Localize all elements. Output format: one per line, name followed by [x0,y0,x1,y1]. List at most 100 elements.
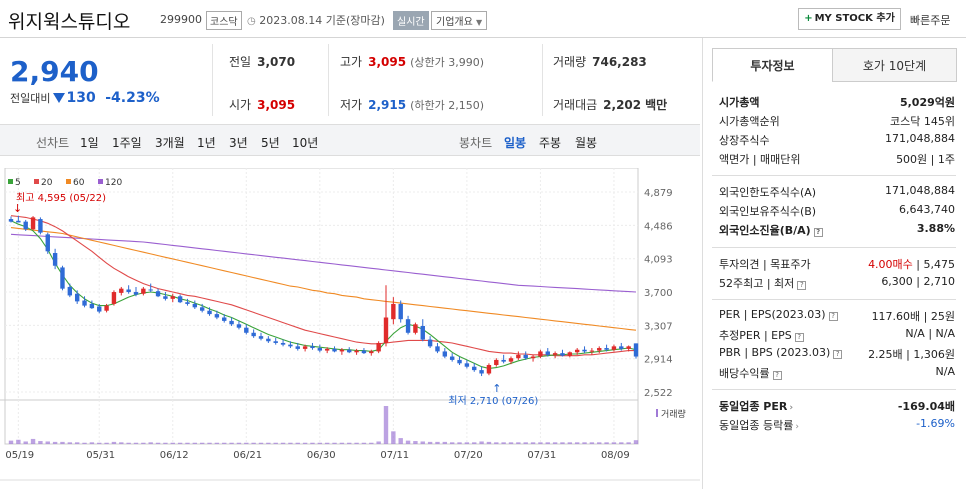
ma-line-60 [10,227,637,331]
candle-chart-label: 봉차트 [459,136,493,150]
info-label: 투자의견 | 목표주가 [719,258,811,271]
volume-bar [332,442,337,444]
volume-bar [192,442,198,444]
chevron-right-icon[interactable]: › [795,422,799,432]
volume-bar [347,442,352,444]
volume-bar [597,442,602,444]
candle-daily[interactable]: 일봉 [504,136,527,150]
chevron-right-icon[interactable]: › [789,403,794,413]
candle-body [589,350,595,352]
help-icon[interactable]: ? [833,350,843,359]
volume-bar [398,438,403,444]
volume-bar [199,442,205,444]
x-tick-label: 06/30 [307,450,336,461]
volume-bar [457,442,462,444]
info-value: 코스닥 145위 [890,115,955,128]
candle-body [560,353,565,356]
help-icon[interactable]: ? [794,333,804,342]
volume-bar [391,431,396,444]
volume-legend-swatch [656,409,658,417]
volume-bar [16,439,21,444]
volume-bar [413,441,418,444]
volume-bar [427,441,433,444]
x-tick-label: 07/20 [454,450,483,461]
candle-body [486,365,492,374]
legend-swatch [98,179,103,184]
down-triangle-icon [53,93,66,103]
stock-code: 299900 [160,13,202,26]
volume-bar [170,442,175,444]
period-3y[interactable]: 3년 [229,136,248,150]
tab-investment-info[interactable]: 투자정보 [712,48,833,82]
period-5y[interactable]: 5년 [261,136,280,150]
candle-body [222,317,227,321]
volume-bar [273,442,278,444]
period-1w[interactable]: 1주일 [112,136,142,150]
candle-body [523,354,528,359]
volume-bar [52,441,58,444]
volume-bar [258,442,264,444]
candle-body [317,348,323,351]
volume-bar [97,442,102,444]
base-date: ◷ 2023.08.14 기준(장마감) [247,14,385,27]
x-tick-label: 07/11 [380,450,409,461]
volume-bar [376,441,381,444]
volume-bar [266,442,271,444]
x-tick-label: 06/21 [233,450,262,461]
info-row: PER | EPS(2023.03)? 117.60배 | 25원 [719,308,955,326]
candle-body [442,351,448,357]
candle-monthly[interactable]: 월봉 [575,136,598,150]
candle-body [567,352,573,356]
candle-body [258,336,264,339]
y-tick-label: 3,307 [644,321,673,332]
candle-body [273,341,278,343]
quick-order-link[interactable]: 빠른주문 [910,14,951,27]
low-arrow-icon: ↑ [492,382,501,395]
candle-body [82,300,87,306]
candle-body [74,293,80,302]
x-tick-label: 05/31 [86,450,115,461]
volume-bar [74,442,80,444]
help-icon[interactable]: ? [828,312,838,321]
candle-body [391,303,396,320]
volume-bar [163,442,168,444]
period-1y[interactable]: 1년 [197,136,216,150]
candle-body [516,354,521,359]
candle-body [8,219,14,222]
candle-body [295,346,300,349]
info-label: 외국인한도주식수(A) [719,186,817,199]
x-tick-label: 07/31 [527,450,556,461]
corp-overview-dropdown[interactable]: 기업개요 ▼ [431,11,488,30]
candle-body [501,359,506,362]
info-value: 5,029억원 [899,96,955,109]
period-3m[interactable]: 3개월 [155,136,185,150]
candle-body [449,356,455,360]
help-icon[interactable]: ? [772,371,782,380]
ma-line-120 [10,233,637,293]
change-percent: -4.23% [105,90,160,106]
help-icon[interactable]: ? [813,228,823,237]
volume-bar [516,442,521,444]
volume-bar [155,442,161,444]
my-stock-add-button[interactable]: + MY STOCK 추가 [798,8,901,30]
info-row: 동일업종 등락률 › -1.69% [719,417,955,435]
high-price: 고가 3,095 (상한가 3,990) [340,55,484,69]
period-1d[interactable]: 1일 [80,136,99,150]
period-10y[interactable]: 10년 [292,136,319,150]
help-icon[interactable]: ? [797,281,807,290]
candle-body [619,346,624,349]
low-price: 저가 2,915 (하한가 2,150) [340,98,484,112]
realtime-button[interactable]: 실시간 [393,11,429,30]
info-value: 4.00매수 | 5,475 [868,258,955,271]
candle-body [141,288,146,294]
candle-weekly[interactable]: 주봉 [539,136,562,150]
divider [328,44,329,116]
volume-bar [177,442,183,444]
candle-body [626,346,631,349]
candle-body [192,303,198,308]
candle-body [310,346,315,349]
volume-bar [317,442,323,444]
clock-icon: ◷ [247,16,256,27]
tab-order-book[interactable]: 호가 10단계 [832,48,957,82]
info-row: 배당수익률? N/A [719,365,955,383]
